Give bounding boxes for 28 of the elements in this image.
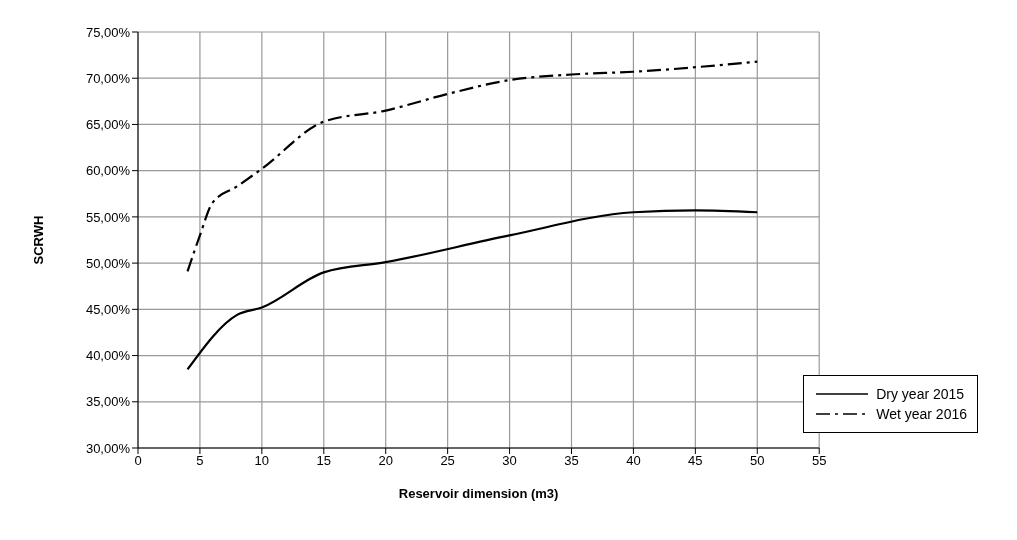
y-tick-label: 40,00% (85, 348, 131, 364)
y-tick-label: 60,00% (85, 163, 131, 179)
x-tick-label: 20 (378, 453, 393, 469)
line-series (186, 60, 759, 273)
y-tick-label: 55,00% (85, 209, 131, 225)
x-tick-label: 25 (440, 453, 455, 469)
line-series (186, 209, 759, 371)
x-axis-title: Reservoir dimension (m3) (398, 486, 559, 501)
y-axis-title: SCRWH (30, 215, 46, 265)
y-tick-label: 35,00% (85, 394, 131, 410)
x-tick-label: 15 (316, 453, 332, 469)
x-tick-label: 10 (254, 453, 270, 469)
x-tick-label: 0 (134, 453, 142, 469)
legend-label: Dry year 2015 (876, 386, 965, 402)
x-tick-label: 45 (688, 453, 703, 469)
x-tick-label: 50 (750, 453, 765, 469)
y-tick-label: 65,00% (85, 117, 131, 133)
x-tick-label: 55 (811, 453, 827, 469)
y-tick-label: 70,00% (85, 70, 131, 86)
x-tick-label: 5 (196, 453, 204, 469)
x-tick-label: 35 (564, 453, 579, 469)
y-tick-label: 30,00% (85, 440, 131, 456)
y-tick-label: 75,00% (85, 24, 131, 40)
x-tick-label: 40 (626, 453, 641, 469)
legend-label: Wet year 2016 (876, 406, 967, 422)
y-tick-label: 50,00% (85, 255, 131, 271)
x-tick-label: 30 (502, 453, 517, 469)
y-tick-label: 45,00% (85, 301, 131, 317)
